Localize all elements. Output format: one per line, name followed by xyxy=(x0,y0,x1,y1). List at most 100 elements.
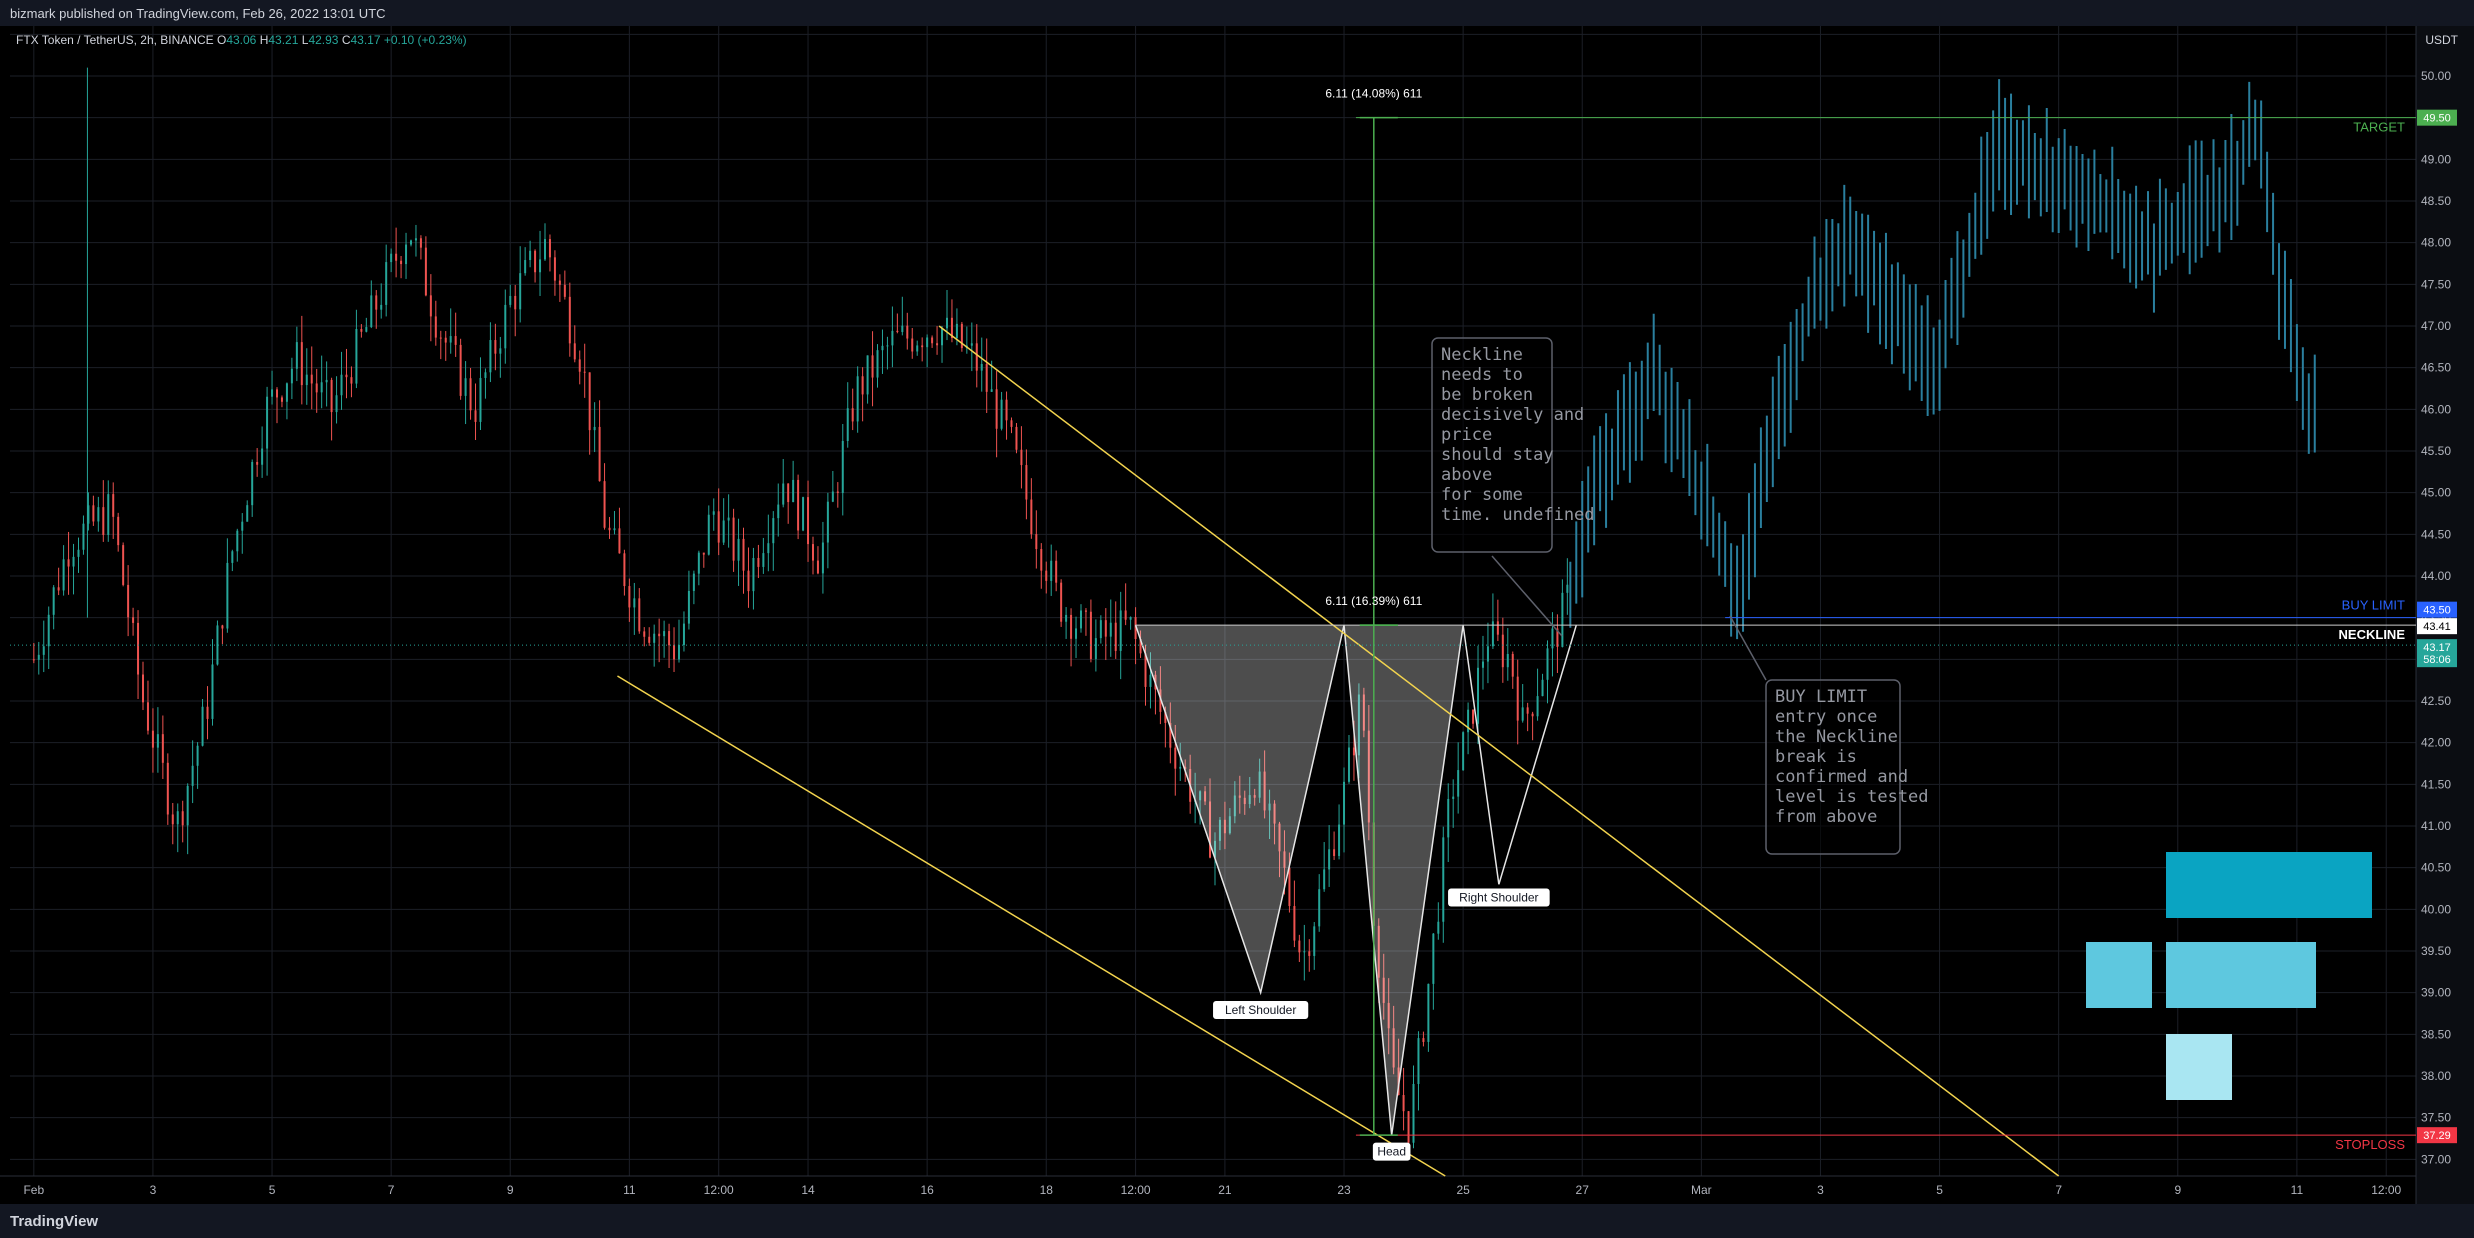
y-tick-label: 39.00 xyxy=(2421,986,2451,1000)
candle-body xyxy=(941,328,944,346)
y-tick-label: 45.00 xyxy=(2421,486,2451,500)
candle-body xyxy=(201,706,204,746)
candle-body xyxy=(1030,499,1033,535)
candle-body xyxy=(315,383,318,393)
candle-body xyxy=(1278,823,1281,852)
candle-body xyxy=(1000,399,1003,429)
candle-body xyxy=(1055,560,1058,583)
candle-body xyxy=(841,441,844,493)
candle-body xyxy=(980,363,983,371)
candle-body xyxy=(1551,628,1554,649)
candle-body xyxy=(792,479,795,503)
candle-body xyxy=(563,284,566,297)
candle-body xyxy=(246,505,249,522)
candle-body xyxy=(1045,570,1048,581)
candle-body xyxy=(727,517,730,521)
candle-body xyxy=(1184,766,1187,770)
candle-body xyxy=(1561,592,1564,647)
currency-label: USDT xyxy=(2425,33,2458,47)
candle-body xyxy=(1164,711,1167,723)
candle-body xyxy=(767,543,770,554)
candle-body xyxy=(519,273,522,310)
candle-body xyxy=(434,316,437,338)
candle-body xyxy=(548,239,551,258)
candle-body xyxy=(216,625,219,665)
candle-body xyxy=(717,511,720,543)
candle-body xyxy=(1243,797,1246,805)
candle-body xyxy=(345,374,348,378)
candle-body xyxy=(762,553,765,567)
candle-body xyxy=(52,587,55,615)
candle-body xyxy=(32,659,35,661)
candle-body xyxy=(151,730,154,748)
candle-body xyxy=(181,811,184,826)
symbol-legend: FTX Token / TetherUS, 2h, BINANCE O43.06… xyxy=(16,33,467,47)
candle-body xyxy=(504,304,507,349)
y-tick-label: 50.00 xyxy=(2421,69,2451,83)
footer-brand: TradingView xyxy=(10,1213,99,1230)
candle-body xyxy=(1174,747,1177,769)
candle-body xyxy=(816,560,819,574)
candle-body xyxy=(1114,622,1117,651)
buy-limit-price-tag-bg xyxy=(2417,601,2457,618)
candle-body xyxy=(1253,795,1256,798)
candle-body xyxy=(1472,709,1475,724)
candle-body xyxy=(77,549,80,557)
candle-body xyxy=(419,238,422,248)
candle-body xyxy=(1338,824,1341,856)
stoploss-price-tag-bg xyxy=(2417,1127,2457,1144)
candle-body xyxy=(826,501,829,543)
candle-body xyxy=(618,528,621,554)
candle-body xyxy=(47,614,50,647)
candle-body xyxy=(370,295,373,328)
candle-body xyxy=(1015,426,1018,450)
candle-body xyxy=(742,538,745,571)
candle-body xyxy=(1293,906,1296,941)
candle-body xyxy=(543,239,546,260)
candle-body xyxy=(970,343,973,346)
candle-body xyxy=(464,378,467,396)
buy-limit-note-pointer xyxy=(1729,615,1767,681)
target-price-tag-bg xyxy=(2417,109,2457,126)
candle-body xyxy=(836,491,839,493)
x-tick-label: 18 xyxy=(1040,1183,1054,1197)
candle-body xyxy=(1099,620,1102,639)
candle-body xyxy=(439,337,442,339)
candle-body xyxy=(1050,560,1053,581)
candle-body xyxy=(1457,770,1460,797)
candle-body xyxy=(1119,610,1122,651)
candle-body xyxy=(524,260,527,274)
candle-body xyxy=(851,408,854,422)
candle-body xyxy=(1501,634,1504,668)
candle-body xyxy=(390,253,393,263)
candle-body xyxy=(479,377,482,422)
candle-body xyxy=(638,598,641,632)
candle-body xyxy=(752,557,755,592)
price-chart[interactable]: USDT 37.00 37.50 38.00 38.50 39.00 39.50 40.00 4… xyxy=(0,26,2474,1204)
candle-body xyxy=(1084,610,1087,612)
candle-body xyxy=(191,765,194,786)
candle-body xyxy=(643,631,646,637)
candle-body xyxy=(1129,617,1132,620)
candle-body xyxy=(787,483,790,503)
y-tick-label: 44.00 xyxy=(2421,569,2451,583)
x-tick-label: 9 xyxy=(507,1183,514,1197)
candle-body xyxy=(310,374,313,384)
shaded-triangle xyxy=(1135,625,1345,993)
x-tick-label: 11 xyxy=(623,1183,636,1197)
candle-body xyxy=(697,552,700,574)
x-tick-label: 3 xyxy=(150,1183,157,1197)
candle-body xyxy=(335,395,338,413)
candle-body xyxy=(811,544,814,561)
candle-body xyxy=(901,325,904,333)
tradingview-logo-icon[interactable]: TradingView xyxy=(10,1213,98,1230)
candle-body xyxy=(1486,646,1489,662)
candle-body xyxy=(831,491,834,502)
candle-body xyxy=(534,250,537,273)
y-tick-label: 40.00 xyxy=(2421,902,2451,916)
stoploss-label: STOPLOSS xyxy=(2335,1137,2405,1152)
candle-body xyxy=(156,734,159,748)
candle-body xyxy=(171,814,174,825)
candle-body xyxy=(921,345,924,348)
cyan-box-large xyxy=(2166,852,2372,918)
